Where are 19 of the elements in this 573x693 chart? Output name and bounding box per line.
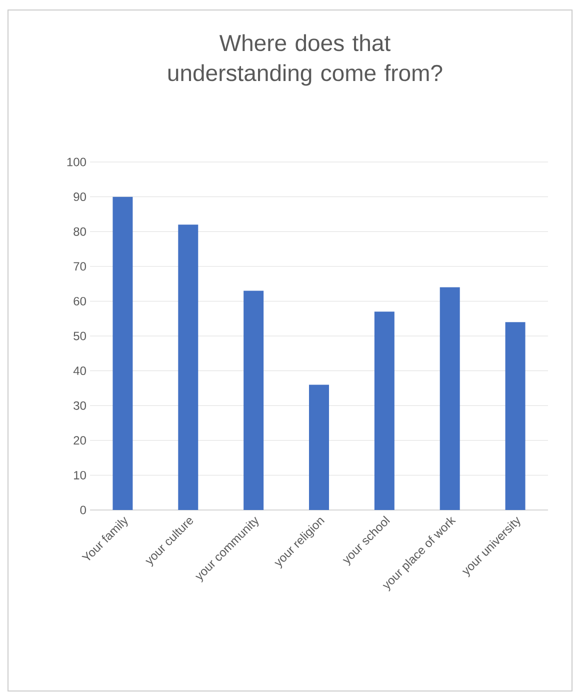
y-tick-label: 90 bbox=[74, 192, 86, 202]
y-tick-label: 60 bbox=[74, 296, 86, 306]
bar bbox=[244, 290, 264, 510]
y-tick-label: 0 bbox=[80, 506, 86, 514]
y-tick-label: 10 bbox=[74, 470, 86, 480]
y-tick-label: 80 bbox=[74, 227, 86, 236]
bar bbox=[178, 224, 198, 510]
bar bbox=[309, 384, 329, 510]
y-tick-label: 40 bbox=[73, 366, 86, 376]
bar bbox=[112, 196, 133, 510]
bar bbox=[440, 287, 460, 510]
bar bbox=[374, 312, 394, 510]
y-tick-label: 30 bbox=[74, 401, 86, 410]
y-tick-label: 20 bbox=[74, 436, 86, 445]
bar bbox=[505, 322, 526, 510]
y-tick-label: 50 bbox=[74, 332, 86, 340]
chart-title: Where does that understanding come from? bbox=[168, 34, 442, 86]
y-tick-label: 70 bbox=[74, 262, 86, 271]
y-tick-label: 100 bbox=[67, 158, 86, 166]
